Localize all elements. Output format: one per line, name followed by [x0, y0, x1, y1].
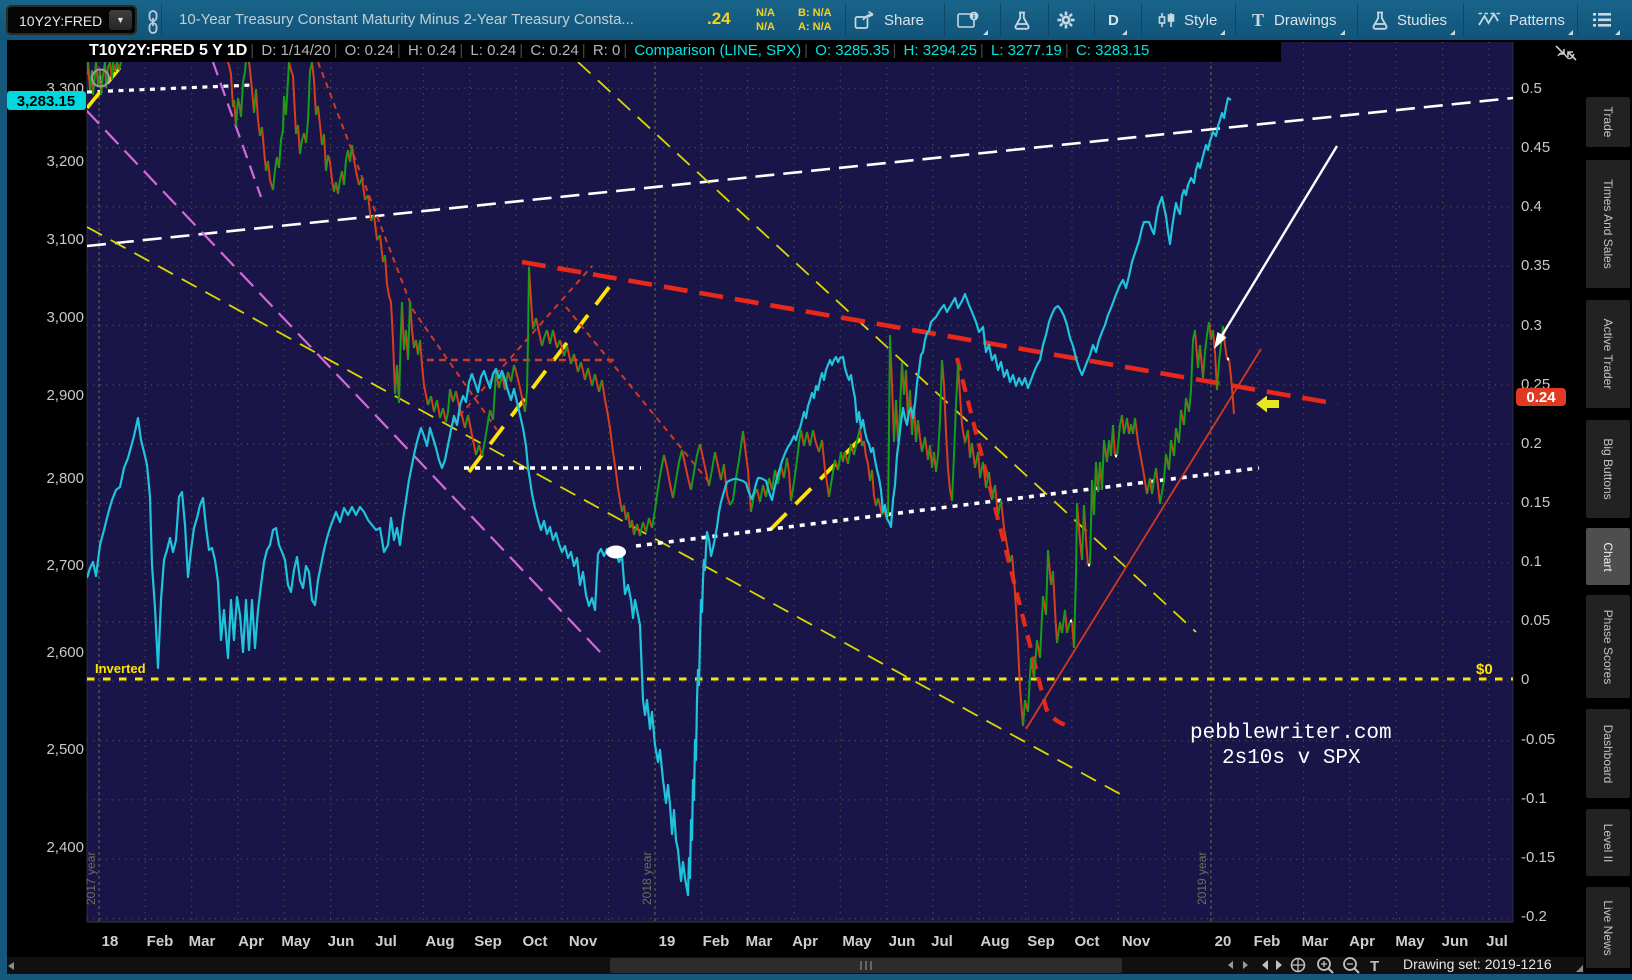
- svg-text:Mar: Mar: [746, 933, 773, 950]
- svg-text:Jun: Jun: [1442, 933, 1469, 950]
- svg-text:2018 year: 2018 year: [640, 852, 654, 905]
- svg-text:0.1: 0.1: [1521, 553, 1542, 570]
- svg-text:2,500: 2,500: [46, 741, 84, 758]
- svg-text:0.15: 0.15: [1521, 494, 1550, 511]
- svg-text:!: !: [99, 72, 103, 86]
- svg-text:$0: $0: [1476, 661, 1493, 678]
- svg-text:2,600: 2,600: [46, 644, 84, 661]
- svg-text:Jun: Jun: [328, 933, 355, 950]
- svg-text:Oct: Oct: [522, 933, 547, 950]
- svg-text:Aug: Aug: [980, 933, 1009, 950]
- svg-text:Oct: Oct: [1074, 933, 1099, 950]
- svg-text:3,100: 3,100: [46, 231, 84, 248]
- svg-text:Nov: Nov: [569, 933, 598, 950]
- svg-text:Nov: Nov: [1122, 933, 1151, 950]
- svg-text:Drawing set: 2019-1216: Drawing set: 2019-1216: [1403, 956, 1552, 972]
- svg-text:Aug: Aug: [425, 933, 454, 950]
- svg-text:May: May: [281, 933, 311, 950]
- svg-text:T: T: [1370, 958, 1379, 975]
- svg-text:Jul: Jul: [931, 933, 953, 950]
- svg-text:0.45: 0.45: [1521, 139, 1550, 156]
- svg-text:3,283.15: 3,283.15: [17, 93, 75, 110]
- svg-text:May: May: [1395, 933, 1425, 950]
- svg-text:pebblewriter.com: pebblewriter.com: [1190, 722, 1392, 745]
- svg-text:19: 19: [659, 933, 676, 950]
- svg-text:20: 20: [1215, 933, 1232, 950]
- svg-text:T: T: [1252, 11, 1264, 29]
- svg-text:Mar: Mar: [1302, 933, 1329, 950]
- svg-text:0: 0: [1521, 671, 1529, 688]
- svg-text:i: i: [973, 12, 976, 21]
- svg-text:0.2: 0.2: [1521, 435, 1542, 452]
- svg-text:May: May: [842, 933, 872, 950]
- svg-text:-0.2: -0.2: [1521, 908, 1547, 925]
- svg-text:Apr: Apr: [238, 933, 264, 950]
- svg-text:0.5: 0.5: [1521, 80, 1542, 97]
- svg-text:Jul: Jul: [1486, 933, 1508, 950]
- svg-text:0.35: 0.35: [1521, 257, 1550, 274]
- svg-text:Mar: Mar: [189, 933, 216, 950]
- svg-text:-0.15: -0.15: [1521, 849, 1555, 866]
- svg-text:Feb: Feb: [703, 933, 730, 950]
- svg-text:3,200: 3,200: [46, 153, 84, 170]
- svg-text:2,800: 2,800: [46, 470, 84, 487]
- svg-text:3,000: 3,000: [46, 309, 84, 326]
- svg-text:0.24: 0.24: [1526, 389, 1556, 406]
- svg-text:0.05: 0.05: [1521, 612, 1550, 629]
- svg-text:0.4: 0.4: [1521, 198, 1542, 215]
- svg-text:0.3: 0.3: [1521, 317, 1542, 334]
- svg-text:18: 18: [102, 933, 119, 950]
- svg-text:Apr: Apr: [1349, 933, 1375, 950]
- svg-text:2s10s v SPX: 2s10s v SPX: [1222, 747, 1361, 770]
- svg-text:2,400: 2,400: [46, 839, 84, 856]
- svg-text:-0.1: -0.1: [1521, 790, 1547, 807]
- svg-text:2017 year: 2017 year: [84, 852, 98, 905]
- svg-text:Apr: Apr: [792, 933, 818, 950]
- svg-text:2019 year: 2019 year: [1195, 852, 1209, 905]
- svg-text:Feb: Feb: [147, 933, 174, 950]
- svg-text:Sep: Sep: [474, 933, 502, 950]
- svg-text:Sep: Sep: [1027, 933, 1055, 950]
- svg-text:2,900: 2,900: [46, 387, 84, 404]
- svg-text:-0.05: -0.05: [1521, 731, 1555, 748]
- svg-text:Jul: Jul: [375, 933, 397, 950]
- svg-text:Jun: Jun: [889, 933, 916, 950]
- svg-text:2,700: 2,700: [46, 557, 84, 574]
- svg-text:Inverted: Inverted: [95, 661, 146, 676]
- svg-text:Feb: Feb: [1254, 933, 1281, 950]
